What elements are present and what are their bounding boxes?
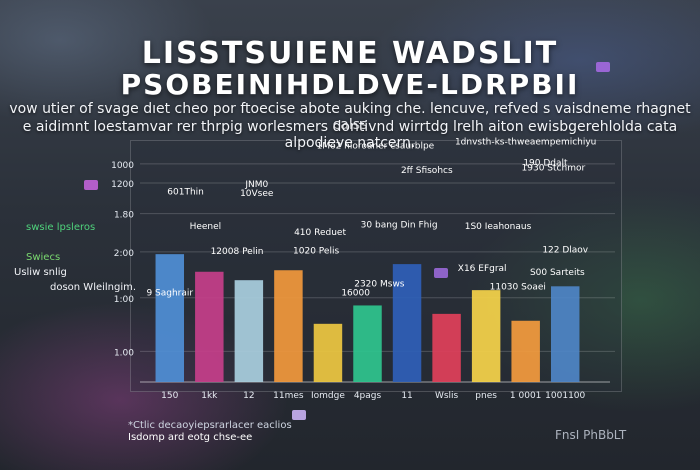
y-tick-label: 2:00 bbox=[114, 249, 134, 259]
x-tick-label: 11mes bbox=[273, 391, 304, 401]
x-tick-label: Wslis bbox=[435, 391, 459, 401]
bar bbox=[155, 254, 185, 382]
title-line-1: LISSTSUIENE WADSLIT bbox=[141, 36, 559, 71]
x-tick-label: 4pags bbox=[354, 391, 382, 401]
bar bbox=[195, 271, 224, 382]
data-label: 2320 Msws bbox=[354, 279, 405, 289]
sticker-icon bbox=[434, 268, 448, 278]
x-tick-label: Iomdge bbox=[311, 391, 345, 401]
data-label: 10Vsee bbox=[240, 189, 274, 199]
x-tick-label: 1kk bbox=[201, 391, 218, 401]
data-label: 1020 Pelis bbox=[293, 246, 339, 256]
y-tick-label: 1.00 bbox=[114, 348, 134, 358]
data-label: JNM0 bbox=[244, 180, 268, 190]
bar bbox=[234, 280, 264, 382]
side-label: Swiecs bbox=[26, 252, 61, 263]
x-tick-label: 11 bbox=[401, 391, 412, 401]
data-label: Heenel bbox=[190, 222, 222, 232]
corner-text: FnsI PhBbLT bbox=[555, 428, 627, 442]
x-tick-label: pnes bbox=[475, 391, 497, 401]
data-label: 30 bang Din Fhig bbox=[361, 220, 438, 230]
data-label: X16 EFgral bbox=[458, 264, 507, 274]
data-label: 9 Saghrair bbox=[146, 288, 193, 298]
data-label: 601Thin bbox=[167, 187, 204, 197]
bar bbox=[550, 286, 580, 382]
side-label: doson Wleilngim. bbox=[50, 282, 137, 293]
x-tick-label: 1 0001 bbox=[510, 391, 542, 401]
y-tick-label: 1.80 bbox=[114, 211, 134, 221]
x-tick-label: 12 bbox=[243, 391, 254, 401]
subtitle-line-2: e aidimnt loestamvar rer thrpig worlesme… bbox=[22, 119, 678, 151]
bar bbox=[432, 313, 461, 382]
y-tick-label: 1:00 bbox=[114, 295, 134, 305]
data-label: 2ff Sfisohcs bbox=[401, 166, 453, 176]
side-label: swsie lpsleros bbox=[26, 222, 96, 233]
data-label: 1930 Stchmor bbox=[522, 164, 586, 174]
x-tick-label: 150 bbox=[161, 391, 178, 401]
bottom-note: *Ctlic decaoyiepsrarlacer eaclios bbox=[128, 420, 292, 431]
bottom-notes: *Ctlic decaoyiepsrarlacer eaclios Isdomp… bbox=[128, 420, 292, 444]
bar bbox=[392, 264, 422, 382]
sticker-icon bbox=[292, 410, 306, 420]
data-label: 1Mo2 hloroaner csaurblpe bbox=[317, 142, 435, 152]
data-label: 16000 bbox=[341, 288, 370, 298]
data-label: 410 Reduet bbox=[294, 228, 346, 238]
data-label: S00 Sarteits bbox=[530, 268, 585, 278]
bar bbox=[471, 290, 501, 382]
data-label: 190 Ddalt bbox=[523, 158, 568, 168]
side-label: Usliw snlig bbox=[14, 267, 67, 278]
y-tick-label: 1200 bbox=[111, 180, 134, 190]
sticker-icon bbox=[84, 180, 98, 190]
bar bbox=[353, 305, 382, 382]
subtitle-line-1: vow utier of svage dıet cheo por ftoecis… bbox=[9, 101, 691, 133]
data-label: 1dnvsth-ks-thweaempemichiyu bbox=[455, 138, 596, 148]
y-tick-label: 1000 bbox=[111, 161, 134, 171]
data-label: 1S0 Ieahonaus bbox=[465, 222, 532, 232]
data-label: 11030 Soaei bbox=[490, 282, 546, 292]
title-line-2: PSOBEINIHDLDVE-LDRPBII bbox=[120, 68, 580, 101]
x-tick-label: 1001100 bbox=[545, 391, 585, 401]
bar bbox=[511, 320, 540, 382]
bottom-note: Isdomp ard eotg chse-ee bbox=[128, 432, 253, 443]
sticker-icon bbox=[596, 62, 610, 72]
bar bbox=[313, 323, 343, 382]
bar bbox=[274, 270, 303, 382]
data-label: 122 Dlaov bbox=[542, 246, 588, 256]
data-label: 12008 Pelin bbox=[211, 247, 264, 257]
